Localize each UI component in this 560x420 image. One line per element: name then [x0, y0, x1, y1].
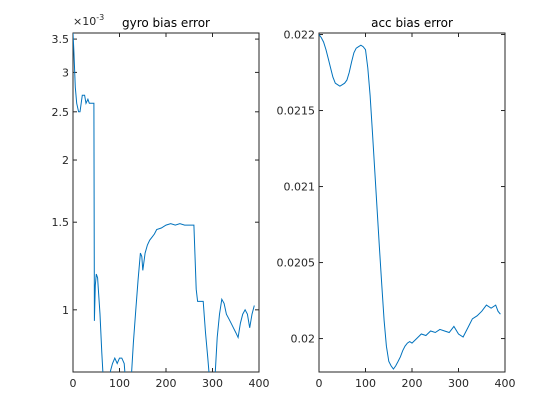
gyro-y-tick-label: 3.5: [52, 33, 70, 46]
gyro-series-line: [73, 33, 255, 372]
gyro-y-tick-label: 3: [62, 66, 69, 79]
gyro-y-tick-label: 2.5: [52, 106, 70, 119]
acc-y-tick-label: 0.022: [284, 29, 316, 42]
gyro-x-tick-label: 300: [202, 377, 223, 390]
gyro-x-tick-label: 200: [156, 377, 177, 390]
acc-chart-title: acc bias error: [371, 16, 453, 30]
acc-axes-box: [318, 32, 506, 373]
gyro-y-tick-label: 2: [62, 154, 69, 167]
acc-y-tick-label: 0.0215: [277, 105, 316, 118]
gyro-x-tick-label: 400: [249, 377, 270, 390]
gyro-scale-base: ×10: [73, 15, 96, 28]
gyro-axes-box: [72, 32, 260, 373]
acc-series-line: [319, 34, 501, 370]
acc-x-tick-label: 400: [495, 377, 516, 390]
acc-x-tick-label: 100: [355, 377, 376, 390]
acc-y-tick-label: 0.021: [284, 181, 316, 194]
acc-y-tick-label: 0.0205: [277, 257, 316, 270]
gyro-scale-note: ×10-3: [73, 13, 104, 28]
acc-bias-chart: acc bias error 0 100 200 300 400 0.02 0.0205 0.…: [277, 16, 516, 390]
svg-text:×10-3: ×10-3: [73, 13, 104, 28]
gyro-y-tick-label: 1: [62, 304, 69, 317]
gyro-x-tick-label: 100: [109, 377, 130, 390]
gyro-bias-chart: gyro bias error ×10-3 0 100 200 300 400 1 1.5 2…: [52, 13, 270, 390]
acc-x-tick-label: 0: [316, 377, 323, 390]
acc-x-tick-label: 300: [448, 377, 469, 390]
gyro-y-tick-label: 1.5: [52, 216, 70, 229]
acc-y-tick-label: 0.02: [291, 333, 316, 346]
gyro-x-tick-label: 0: [70, 377, 77, 390]
acc-x-tick-label: 200: [402, 377, 423, 390]
gyro-chart-title: gyro bias error: [122, 16, 210, 30]
gyro-scale-exponent: -3: [96, 13, 104, 22]
